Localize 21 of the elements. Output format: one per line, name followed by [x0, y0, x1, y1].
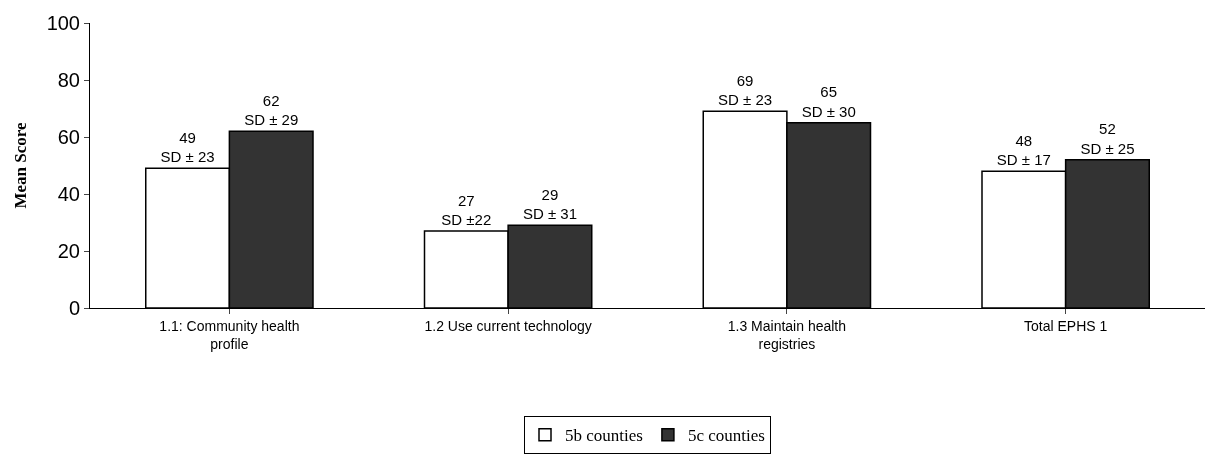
x-tick-label: 1.3 Maintain health registries: [727, 317, 847, 352]
data-label: 29 SD ± 31: [522, 185, 577, 223]
y-tick-label: 100: [46, 12, 80, 34]
y-tick-label: 60: [57, 126, 80, 148]
legend-label: 5b counties: [565, 426, 643, 446]
x-tick-label: Total EPHS 1: [1024, 317, 1108, 334]
data-label: 52 SD ± 25: [1080, 120, 1135, 157]
x-tick-label: 1.1: Community health profile: [159, 317, 300, 352]
data-label: 69 SD ± 23: [718, 71, 773, 109]
y-tick-label: 20: [57, 240, 80, 262]
data-label: 62 SD ± 29: [244, 91, 299, 129]
y-tick-label: 80: [57, 69, 80, 91]
legend-label: 5c counties: [687, 426, 765, 446]
x-tick-label: 1.2 Use current technology: [424, 317, 592, 334]
data-label: 65 SD ± 30: [801, 83, 856, 120]
y-tick-label: 0: [68, 297, 80, 319]
y-tick-label: 40: [57, 183, 80, 205]
data-label: 48 SD ± 17: [996, 131, 1051, 169]
y-axis-title: Mean Score: [11, 122, 31, 209]
data-label: 27 SD ±22: [441, 191, 492, 229]
data-label: 49 SD ± 23: [160, 128, 215, 166]
